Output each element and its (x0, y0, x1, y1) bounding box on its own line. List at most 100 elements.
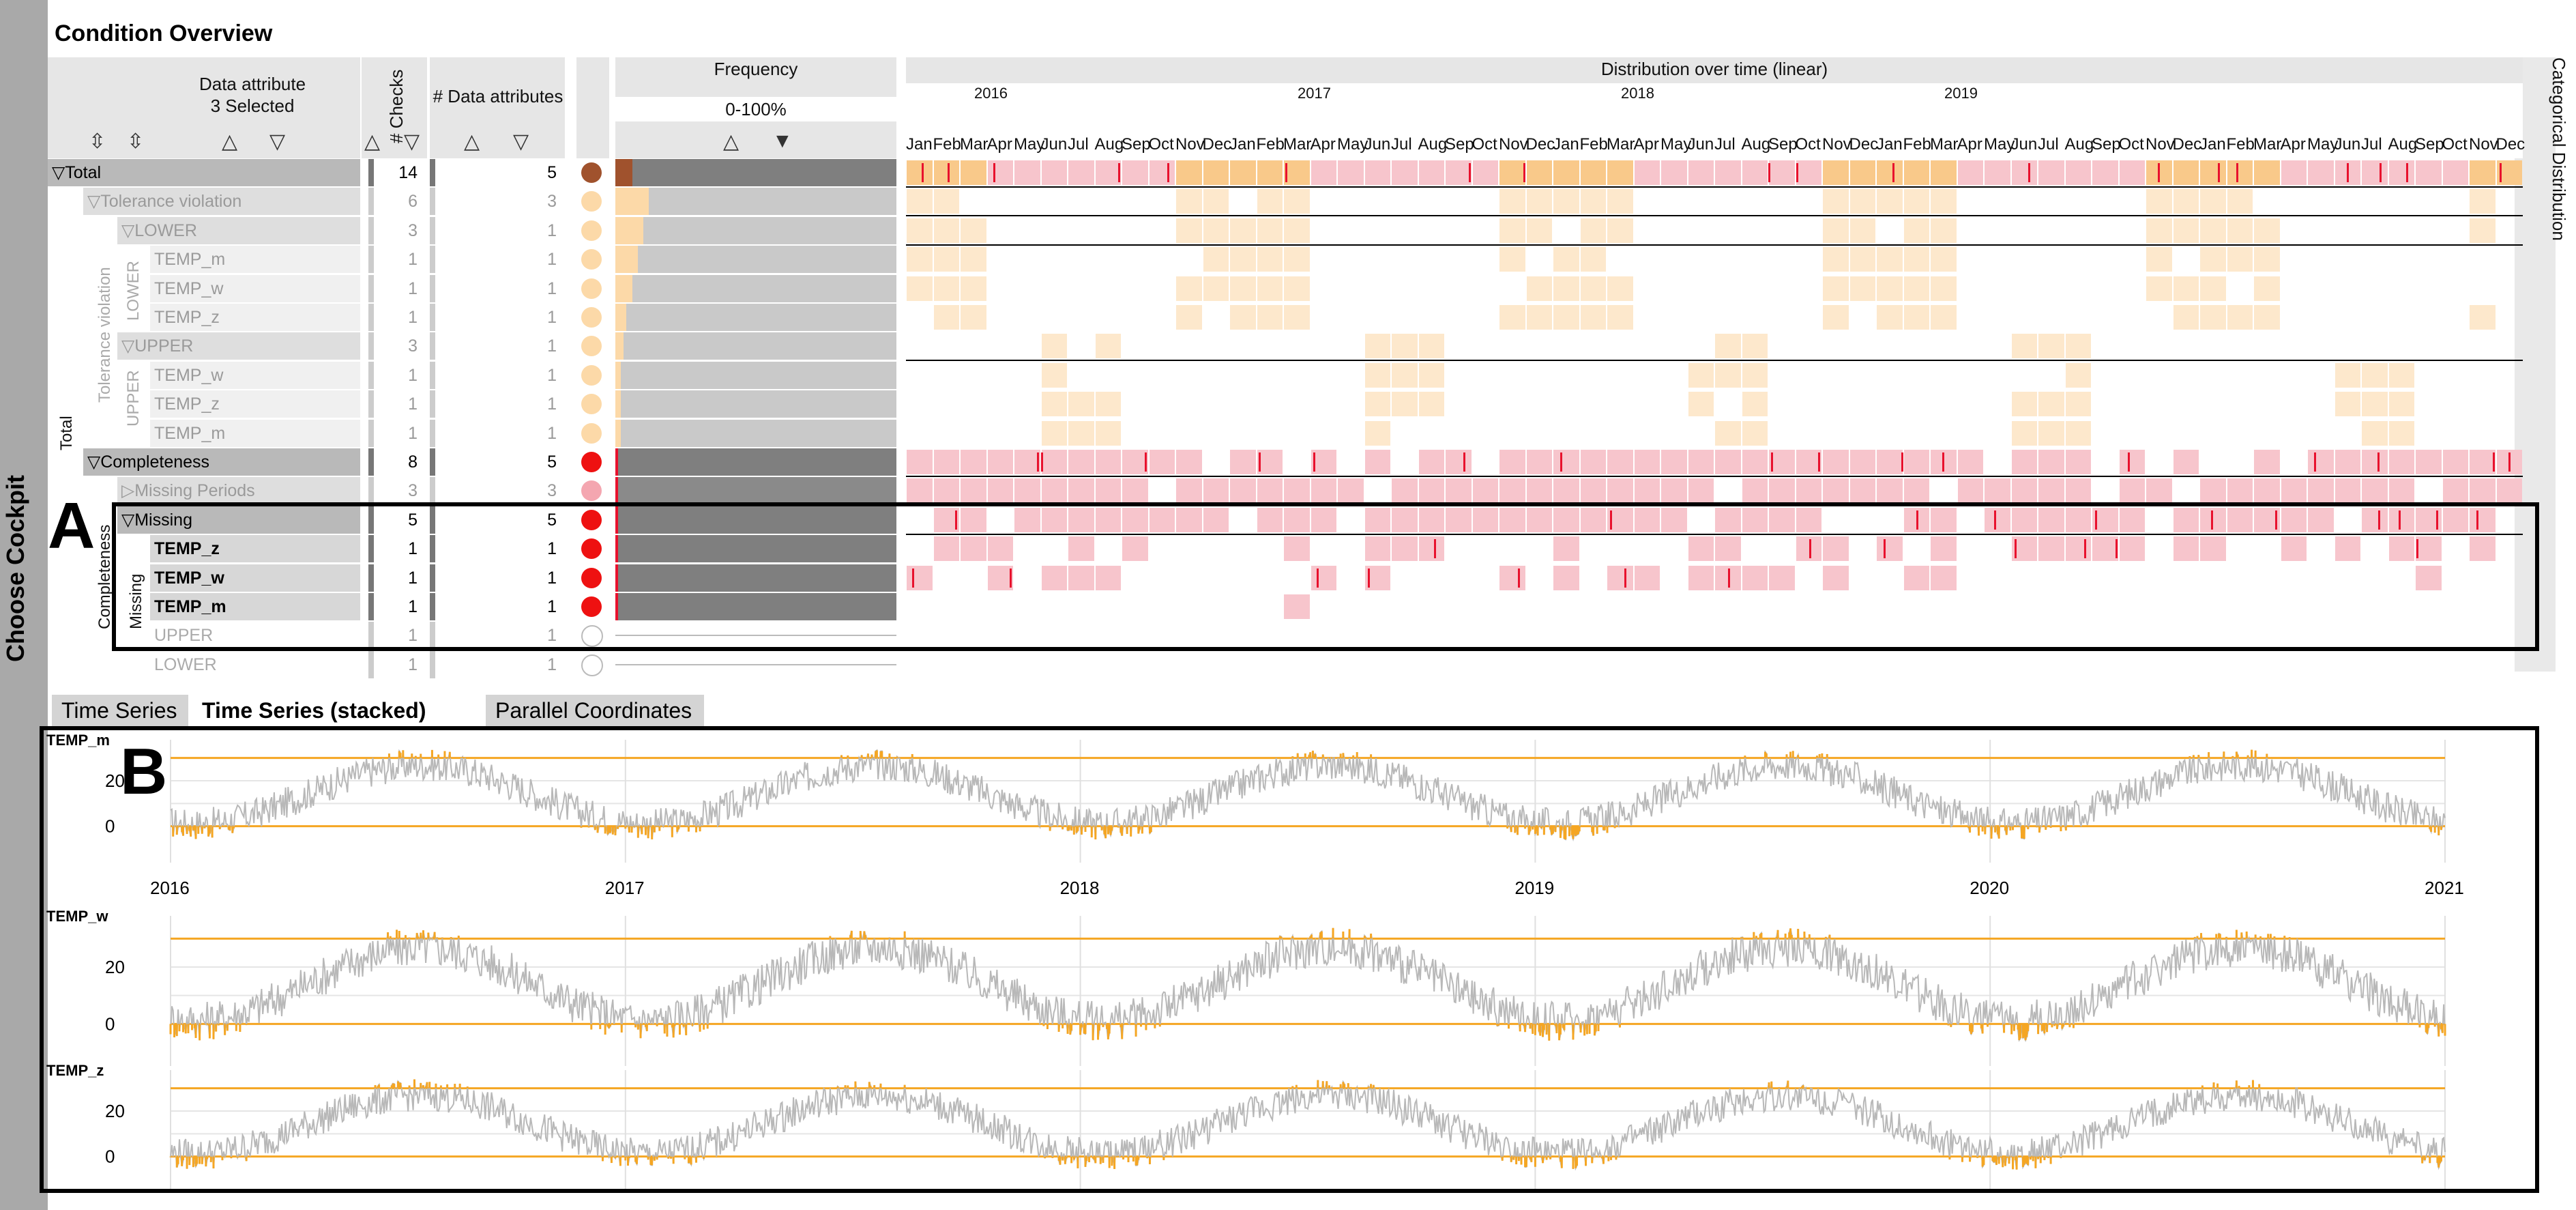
row-time-distribution[interactable] (906, 506, 2523, 534)
row-label[interactable]: TEMP_m (150, 419, 360, 447)
condition-row[interactable]: ▽Missing 5 5 (48, 506, 2558, 535)
chart-panel[interactable]: TEMP_w 0 20 (46, 908, 2446, 1066)
row-label[interactable]: ▽Missing (117, 506, 360, 534)
distribution-month: Jul (1068, 135, 1089, 154)
frequency-sort-desc[interactable]: ▼ (772, 130, 793, 152)
condition-row[interactable]: TEMP_z 1 1 (48, 535, 2558, 563)
row-label[interactable]: ▽Tolerance violation (83, 188, 360, 216)
tab-2[interactable]: Parallel Coordinates (486, 695, 704, 726)
time-segment (1392, 334, 1418, 359)
time-segment (2470, 450, 2496, 474)
time-segment (1823, 189, 1849, 214)
condition-row[interactable]: TEMP_m 1 1 (48, 593, 2558, 620)
time-segment (1472, 478, 1498, 504)
time-segment (2200, 536, 2226, 562)
sort-asc-button[interactable]: △ (222, 130, 238, 153)
missing-tick (1167, 163, 1170, 182)
row-checks: 8 (368, 448, 426, 476)
row-label[interactable]: ▽Total (48, 159, 360, 186)
condition-row[interactable]: TEMP_w 1 1 (48, 564, 2558, 592)
row-time-distribution[interactable] (906, 362, 2523, 389)
missing-tick (2217, 163, 2220, 182)
tab-0[interactable]: Time Series (52, 695, 188, 726)
condition-row[interactable]: TEMP_z 1 1 (48, 304, 2558, 331)
condition-row[interactable]: TEMP_m 1 1 (48, 419, 2558, 447)
updown-sort-button-2[interactable]: ⇳ (127, 130, 145, 153)
row-label[interactable]: TEMP_z (150, 304, 360, 331)
time-segment (1257, 478, 1283, 504)
row-data-attributes: 5 (430, 448, 565, 476)
frequency-sort-asc[interactable]: △ (723, 130, 740, 153)
row-label[interactable]: UPPER (150, 622, 360, 650)
condition-row[interactable]: ▷Missing Periods 3 3 (48, 477, 2558, 506)
missing-tick (1367, 568, 1370, 588)
data-attributes-sort-desc[interactable]: ▽ (513, 130, 529, 153)
distribution-month: May (2307, 135, 2339, 154)
row-label[interactable]: ▽LOWER (117, 216, 360, 244)
row-time-distribution[interactable] (906, 477, 2523, 504)
row-label[interactable]: TEMP_w (150, 361, 360, 389)
condition-row[interactable]: TEMP_w 1 1 (48, 361, 2558, 389)
condition-row[interactable]: ▽LOWER 3 1 (48, 216, 2558, 246)
time-segment (2200, 478, 2226, 504)
data-attributes-sort-asc[interactable]: △ (464, 130, 480, 153)
row-label[interactable]: ▽Completeness (83, 448, 360, 476)
time-segment (1877, 276, 1903, 301)
time-segment (2388, 392, 2414, 417)
row-label[interactable]: LOWER (150, 650, 360, 678)
row-time-distribution[interactable] (906, 390, 2523, 418)
checks-sort-asc[interactable]: △ (364, 130, 381, 153)
row-time-distribution[interactable] (906, 188, 2523, 215)
time-segment (1553, 478, 1579, 504)
condition-row[interactable]: ▽UPPER 3 1 (48, 332, 2558, 362)
row-time-distribution[interactable] (906, 332, 2523, 360)
row-time-distribution[interactable] (906, 448, 2523, 476)
row-label[interactable]: TEMP_w (150, 274, 360, 302)
time-segment (1903, 305, 1929, 330)
row-label[interactable]: TEMP_z (150, 390, 360, 418)
row-time-distribution[interactable] (906, 564, 2523, 592)
tab-1[interactable]: Time Series (stacked) (192, 695, 486, 726)
row-label[interactable]: TEMP_m (150, 593, 360, 620)
missing-tick (2508, 452, 2511, 472)
time-segment (2146, 478, 2172, 504)
row-time-distribution[interactable] (906, 420, 2523, 447)
row-checks: 5 (368, 506, 426, 534)
row-time-distribution[interactable] (906, 217, 2523, 244)
row-time-distribution[interactable] (906, 651, 2523, 678)
time-segment (2470, 305, 2496, 330)
row-time-distribution[interactable] (906, 246, 2523, 273)
row-time-distribution[interactable] (906, 535, 2523, 562)
condition-row[interactable]: TEMP_z 1 1 (48, 390, 2558, 418)
row-label[interactable]: TEMP_w (150, 564, 360, 592)
condition-row[interactable]: LOWER 1 1 (48, 650, 2558, 678)
condition-row[interactable]: TEMP_w 1 1 (48, 274, 2558, 302)
row-label[interactable]: ▽UPPER (117, 332, 360, 360)
checks-sort-desc[interactable]: ▽ (404, 130, 420, 153)
time-segment (2038, 334, 2064, 359)
row-label[interactable]: ▷Missing Periods (117, 477, 360, 505)
condition-row[interactable]: ▽Total 14 5 (48, 159, 2558, 188)
condition-row[interactable]: ▽Tolerance violation 6 3 (48, 188, 2558, 217)
chart-panel[interactable]: TEMP_m 0 20 2016 2017 2018 2019 2020 2021 (46, 732, 2464, 898)
time-segment (2173, 450, 2199, 474)
condition-row[interactable]: UPPER 1 1 (48, 622, 2558, 650)
row-checks: 1 (368, 650, 426, 678)
time-segment (1849, 189, 1875, 214)
condition-row[interactable]: TEMP_m 1 1 (48, 246, 2558, 274)
row-label[interactable]: TEMP_m (150, 246, 360, 274)
distribution-month: Jun (1040, 135, 1068, 154)
row-time-distribution[interactable] (906, 593, 2523, 620)
condition-row[interactable]: ▽Completeness 8 5 (48, 448, 2558, 477)
time-segment (907, 189, 933, 214)
cockpit-label[interactable]: Choose Cockpit (1, 474, 29, 662)
row-frequency-bar (615, 188, 896, 216)
row-time-distribution[interactable] (906, 159, 2523, 186)
row-time-distribution[interactable] (906, 304, 2523, 331)
updown-sort-button[interactable]: ⇳ (89, 130, 106, 153)
row-label[interactable]: TEMP_z (150, 535, 360, 563)
chart-panel[interactable]: TEMP_z 0 20 (46, 1062, 2446, 1189)
sort-desc-button[interactable]: ▽ (269, 130, 286, 153)
row-time-distribution[interactable] (906, 275, 2523, 302)
